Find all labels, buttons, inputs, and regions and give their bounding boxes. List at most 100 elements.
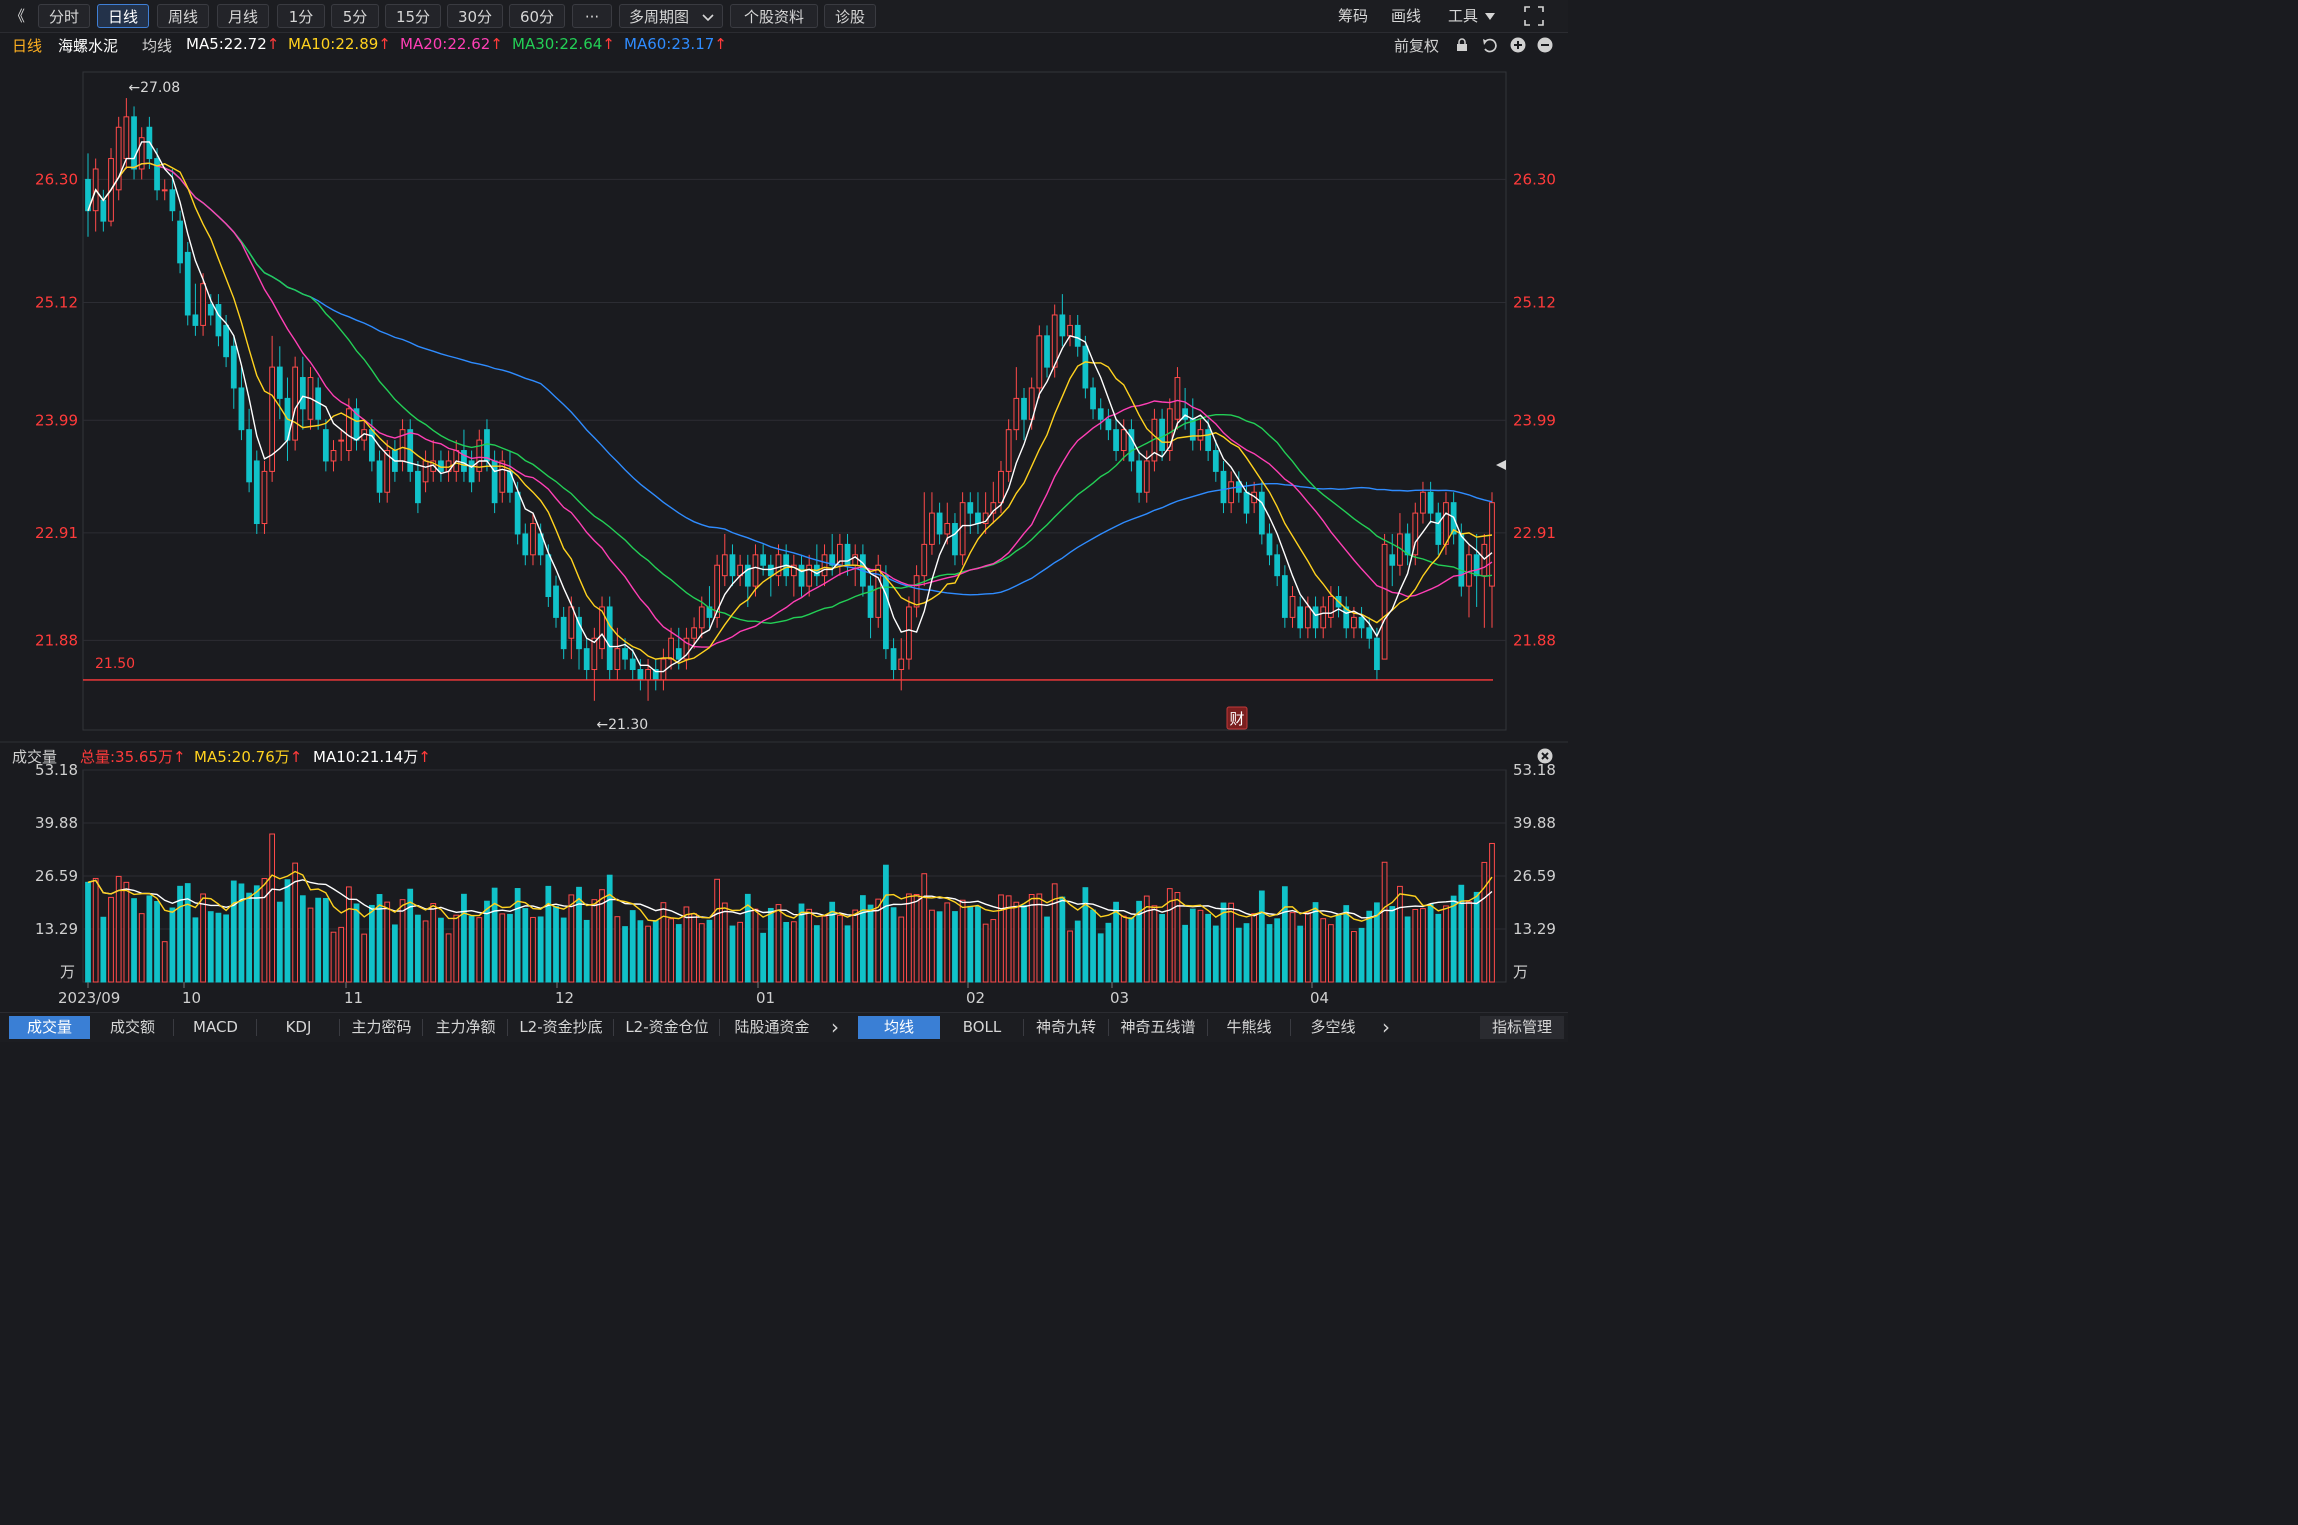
adjust-label[interactable]: 前复权 [1394,37,1440,55]
candle-body [706,606,713,618]
candle-body [230,345,237,389]
volume-bar [906,893,912,983]
volume-total: 总量:35.65万↑ [80,748,186,766]
tab-monthly[interactable]: 月线 [217,4,269,28]
tab-northbound[interactable]: 陆股通资金 [734,1018,810,1036]
undo-icon[interactable] [1482,38,1497,53]
volume-bar [1051,883,1058,983]
candle-body [929,512,935,545]
volume-bar [1389,906,1396,983]
divider [1290,1019,1291,1036]
tab-main-net[interactable]: 主力净额 [435,1018,496,1036]
candle-body [537,533,544,556]
volume-bar [714,878,720,983]
candle [583,638,590,680]
candle [1044,325,1050,378]
volume-bar [729,925,736,983]
tools-button[interactable]: 工具 [1448,4,1495,28]
volume-bar [468,915,475,983]
candle [1312,596,1319,639]
volume-bar [1021,905,1027,983]
candle-body [1005,429,1012,472]
price-panel-frame [82,71,1507,731]
tab-daily[interactable]: 日线 [97,4,149,28]
tab-intraday[interactable]: 分时 [38,4,90,28]
chart-annotations: 21.50 ←27.08 ←21.30 财 [83,80,1506,733]
volume-bar [407,888,414,983]
divider [256,1019,257,1036]
candle [330,440,337,472]
tab-weekly[interactable]: 周线 [157,4,209,28]
zoom-out-icon[interactable] [1537,37,1553,53]
draw-line-button[interactable]: 画线 [1391,7,1422,25]
tab-kdj[interactable]: KDJ [285,1018,312,1036]
tab-1min[interactable]: 1分 [277,4,325,28]
volume-bar [852,909,859,983]
candle [1366,617,1373,649]
tab-30min[interactable]: 30分 [447,4,503,28]
expand-icon[interactable] [1524,6,1544,26]
tab-long-short[interactable]: 多空线 [1310,1018,1356,1036]
tab-ma[interactable]: 均线 [858,1016,940,1039]
chips-button[interactable]: 筹码 [1338,7,1369,25]
candle-body [1021,397,1027,420]
candle-body [1412,512,1419,556]
tab-magic-nine[interactable]: 神奇九转 [1035,1018,1096,1036]
volume-bar [1450,895,1457,983]
candle-body [906,606,912,660]
stock-profile-button[interactable]: 个股资料 [730,4,818,28]
candle-body [223,324,229,358]
tab-volume[interactable]: 成交量 [9,1016,90,1039]
back-icon[interactable]: 《 [10,7,26,25]
lock-icon[interactable] [1455,38,1469,52]
tab-l2-position[interactable]: L2-资金仓位 [625,1018,709,1036]
volume-bar [177,885,183,983]
volume-bar [1243,923,1250,983]
volume-bar [1481,861,1488,983]
volume-bar [944,902,951,983]
candle-body [576,616,582,650]
volume-bar [982,923,989,983]
tab-macd[interactable]: MACD [193,1018,238,1036]
multi-period-label: 多周期图 [629,8,690,26]
volume-bar [1013,901,1020,983]
close-circle-icon[interactable] [1537,748,1553,764]
volume-bar [1120,915,1127,983]
tab-bull-bear[interactable]: 牛熊线 [1226,1018,1272,1036]
candle-body [476,439,483,472]
volume-bar [276,901,283,983]
candle-body [154,158,160,191]
zoom-in-icon[interactable] [1510,37,1526,53]
kline-chart[interactable]: 26.30 26.30 25.12 25.12 23.99 23.99 22.91 22.91… [0,0,1568,1012]
candle [637,659,644,691]
candle-body [998,470,1004,504]
diagnose-button[interactable]: 诊股 [824,4,876,28]
candle [1036,325,1043,399]
tab-magic-five[interactable]: 神奇五线谱 [1120,1018,1196,1036]
tab-5min[interactable]: 5分 [331,4,379,28]
candle-body [683,637,690,660]
tab-boll[interactable]: BOLL [962,1018,1002,1036]
tab-60min[interactable]: 60分 [509,4,565,28]
multi-period-button[interactable]: 多周期图 [619,4,723,28]
chevron-right-icon[interactable]: › [1382,1015,1390,1039]
tab-turnover[interactable]: 成交额 [109,1018,155,1036]
tab-l2-bottom[interactable]: L2-资金抄底 [519,1018,603,1036]
more-button[interactable]: ··· [572,4,612,28]
indicator-manage-button[interactable]: 指标管理 [1480,1016,1564,1039]
candle-body [729,554,736,577]
stock-name: 海螺水泥 [58,37,119,55]
low-marker: ←21.30 [596,717,648,733]
candle [898,638,905,691]
ma-label[interactable]: 均线 [142,37,173,55]
candle [921,492,928,587]
candle [1274,544,1281,587]
tab-main-code[interactable]: 主力密码 [351,1018,412,1036]
tab-15min[interactable]: 15分 [385,4,441,28]
candle [821,544,828,587]
volume-bar [921,873,928,983]
volume-bar [169,907,176,983]
volume-bar [844,925,851,983]
volume-bar [85,881,91,983]
chevron-right-icon[interactable]: › [831,1015,839,1039]
